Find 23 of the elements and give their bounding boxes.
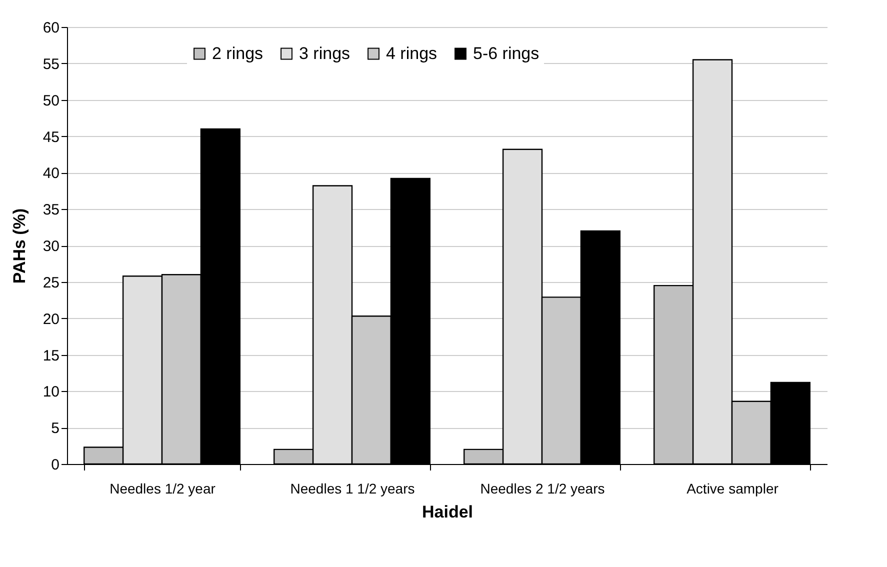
y-tick-label: 30 (42, 238, 60, 255)
y-tick-label: 40 (42, 165, 60, 182)
x-tick-label: Active sampler (686, 480, 779, 496)
legend-label: 4 rings (386, 44, 438, 63)
x-tick-label: Needles 1/2 year (110, 480, 216, 496)
y-tick-label: 10 (42, 384, 60, 401)
y-tick-label: 45 (42, 128, 60, 146)
y-tick-label: 15 (42, 347, 60, 364)
y-tick-label: 20 (42, 310, 60, 328)
y-tick-label: 25 (42, 274, 60, 292)
x-tick-label: Needles 1 1/2 years (290, 480, 415, 496)
x-axis-title: Haidel (422, 502, 474, 522)
legend-label: 5-6 rings (473, 44, 540, 63)
y-tick-label: 55 (42, 56, 60, 73)
y-tick-label: 50 (42, 92, 60, 110)
y-tick-label: 60 (42, 20, 60, 36)
legend-label: 3 rings (299, 44, 350, 63)
y-tick-label: 35 (42, 202, 60, 219)
y-axis-title: PAHs (%) (10, 208, 29, 284)
legend-label: 2 rings (212, 44, 264, 63)
y-tick-label: 5 (51, 420, 60, 438)
x-tick-label: Needles 2 1/2 years (480, 480, 605, 496)
y-tick-label: 0 (51, 456, 60, 474)
